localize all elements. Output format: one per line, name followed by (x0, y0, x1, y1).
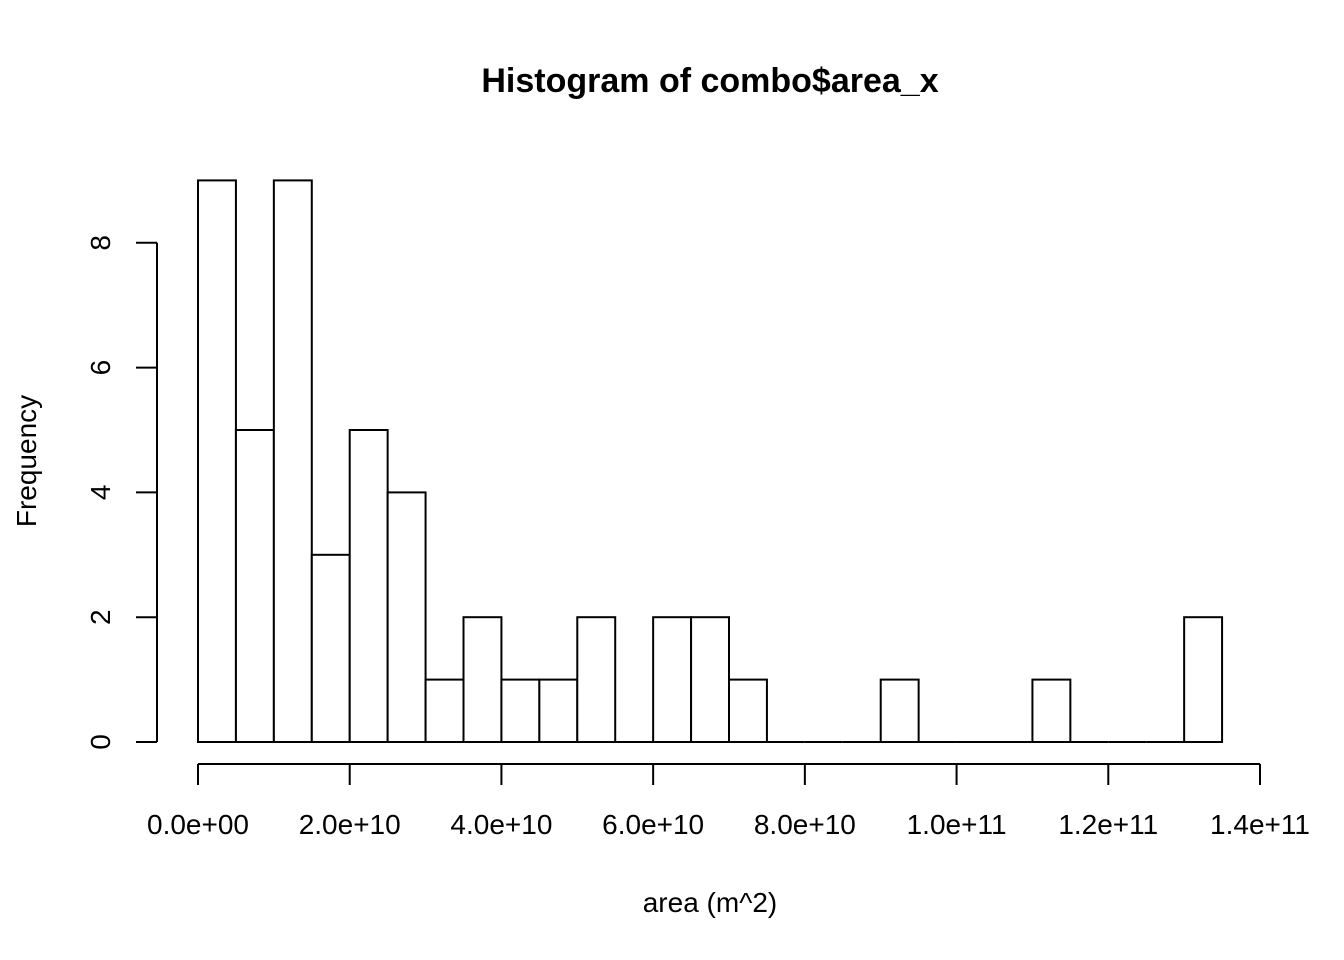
histogram-bar (197, 179, 237, 743)
histogram-bar (652, 616, 693, 744)
x-tick-label: 1.2e+11 (1058, 809, 1158, 840)
histogram-bar (500, 678, 541, 743)
x-tick-label: 2.0e+10 (299, 809, 401, 840)
x-tick-label: 6.0e+10 (602, 809, 704, 840)
histogram-bar (386, 491, 427, 743)
x-tick-label: 4.0e+10 (450, 809, 552, 840)
y-tick-label: 6 (85, 360, 116, 376)
histogram-bar (576, 616, 617, 744)
x-tick-label: 8.0e+10 (754, 809, 856, 840)
histogram-bar (424, 678, 465, 743)
bars-group (197, 179, 1224, 744)
x-tick-label: 0.0e+00 (147, 809, 249, 840)
histogram-bar (690, 616, 730, 744)
histogram-bar (462, 616, 503, 744)
histogram-bar (879, 678, 920, 743)
histogram-bar (728, 678, 768, 743)
histogram-bar (310, 553, 351, 743)
histogram-bar (1031, 678, 1072, 743)
x-axis: 0.0e+00 2.0e+10 4.0e+10 6.0e+10 8.0e+10 1.0e+… (147, 763, 1310, 840)
y-tick-label: 4 (85, 485, 116, 501)
histogram-bar (272, 179, 313, 743)
y-tick-label: 0 (85, 734, 116, 750)
x-tick-label: 1.4e+11 (1210, 809, 1310, 840)
y-tick-label: 8 (85, 235, 116, 251)
chart-title: Histogram of combo$area_x (481, 62, 938, 100)
histogram-bar (234, 429, 275, 743)
histogram-bar (1183, 616, 1224, 744)
x-tick-label: 1.0e+11 (907, 809, 1007, 840)
histogram-bar (538, 678, 579, 743)
y-tick-label: 2 (85, 609, 116, 625)
x-axis-label: area (m^2) (643, 887, 778, 918)
y-axis: 0 2 4 6 8 (85, 235, 158, 750)
y-axis-label: Frequency (11, 395, 42, 527)
histogram-bar (348, 429, 389, 743)
